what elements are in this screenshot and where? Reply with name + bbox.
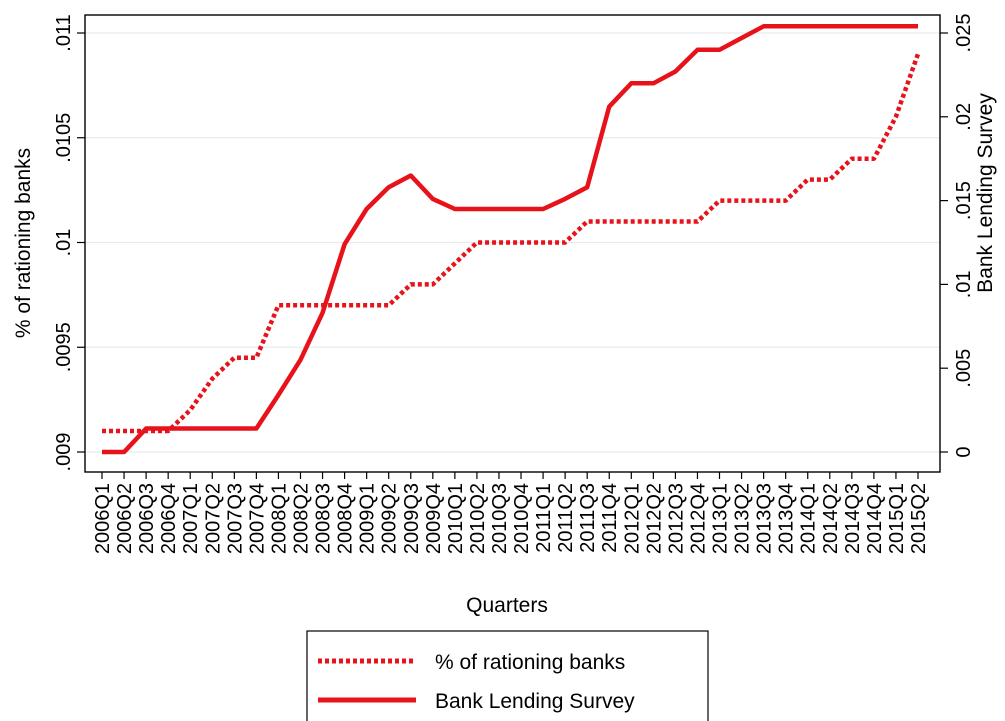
x-tick-label: 2006Q3 [136, 483, 158, 554]
x-tick-label: 2009Q2 [379, 483, 401, 554]
x-tick-label: 2014Q3 [842, 483, 864, 554]
x-tick-label: 2006Q1 [92, 483, 114, 554]
x-tick-label: 2007Q2 [202, 483, 224, 554]
x-tick-label: 2007Q1 [180, 483, 202, 554]
legend-label-bank-lending-survey: Bank Lending Survey [435, 690, 635, 713]
x-tick-label: 2013Q1 [710, 483, 732, 554]
x-tick-label: 2008Q3 [313, 483, 335, 554]
left-y-tick-label: .009 [53, 433, 75, 472]
right-y-tick-label: .015 [953, 181, 975, 220]
x-tick-label: 2014Q4 [864, 483, 886, 554]
x-tick-label: 2011Q2 [555, 483, 577, 553]
x-tick-label: 2012Q2 [643, 483, 665, 554]
x-tick-label: 2010Q1 [445, 483, 467, 554]
right-y-tick-label: .02 [953, 103, 975, 131]
x-tick-label: 2011Q1 [533, 483, 555, 553]
x-tick-label: 2015Q2 [908, 483, 930, 554]
x-tick-label: 2014Q1 [798, 483, 820, 554]
left-y-tick-label: .011 [53, 14, 75, 51]
right-y-tick-label: .01 [953, 270, 975, 298]
x-tick-label: 2012Q4 [687, 483, 709, 554]
x-tick-label: 2013Q2 [732, 483, 754, 554]
x-axis-title: Quarters [466, 594, 548, 617]
x-tick-label: 2013Q3 [754, 483, 776, 554]
x-tick-label: 2008Q4 [335, 483, 357, 554]
x-tick-label: 2010Q2 [467, 483, 489, 554]
x-tick-label: 2012Q1 [621, 483, 643, 554]
x-tick-label: 2013Q4 [776, 483, 798, 554]
x-tick-label: 2009Q1 [357, 483, 379, 554]
x-tick-label: 2011Q3 [577, 483, 599, 553]
x-tick-label: 2010Q3 [489, 483, 511, 554]
gridlines [85, 32, 940, 453]
series-layer [102, 24, 921, 455]
legend: % of rationing banks Bank Lending Survey [306, 630, 709, 721]
right-y-tick-label: .025 [953, 14, 975, 53]
x-tick-label: 2007Q4 [246, 483, 268, 554]
left-y-tick-label: .0095 [53, 322, 75, 372]
x-tick-label: 2011Q4 [599, 483, 621, 553]
left-y-tick-label: .0105 [53, 113, 75, 163]
x-tick-label: 2006Q4 [158, 483, 180, 554]
series-line-bank-lending-survey [102, 24, 918, 455]
x-tick-label: 2009Q3 [401, 483, 423, 554]
right-y-tick-label: 0 [953, 446, 975, 457]
left-y-tick-label: .01 [53, 229, 75, 257]
legend-box [306, 630, 709, 721]
series-line-rationing-banks [102, 53, 921, 434]
x-tick-label: 2008Q1 [268, 483, 290, 554]
x-tick-label: 2009Q4 [423, 483, 445, 554]
right-y-axis-title: Bank Lending Survey [974, 93, 997, 293]
x-tick-label: 2010Q4 [511, 483, 533, 554]
x-tick-label: 2006Q2 [114, 483, 136, 554]
x-tick-label: 2007Q3 [224, 483, 246, 554]
x-tick-label: 2015Q1 [886, 483, 908, 554]
x-tick-label: 2008Q2 [290, 483, 312, 554]
left-y-axis-title: % of rationing banks [12, 148, 35, 338]
x-axis: 2006Q1 2006Q2 2006Q3 2006Q4 2007Q1 2007Q2 2007… [92, 472, 930, 554]
left-y-axis: .009 .0095 .01 .0105 .011 [53, 14, 85, 471]
legend-label-rationing-banks: % of rationing banks [435, 651, 625, 674]
x-tick-label: 2012Q3 [665, 483, 687, 554]
plot-frame [84, 14, 941, 473]
x-tick-label: 2014Q2 [820, 483, 842, 554]
right-y-tick-label: .005 [953, 349, 975, 388]
right-y-axis: 0 .005 .01 .015 .02 .025 [940, 14, 975, 458]
